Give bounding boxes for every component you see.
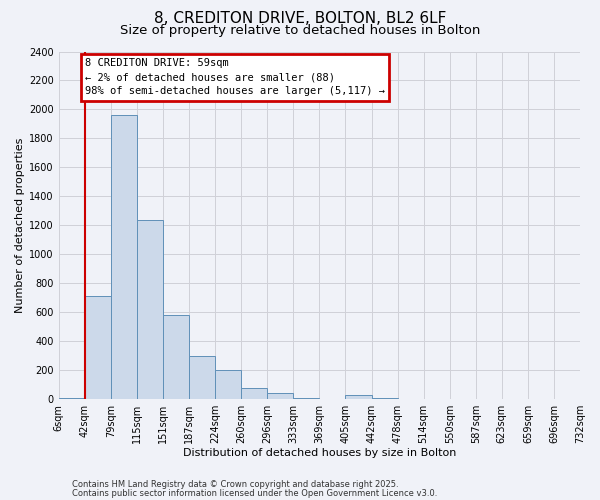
Bar (371, 398, 398, 399)
Text: Contains HM Land Registry data © Crown copyright and database right 2025.: Contains HM Land Registry data © Crown c… (72, 480, 398, 489)
Text: Contains public sector information licensed under the Open Government Licence v3: Contains public sector information licen… (72, 489, 437, 498)
Bar (241, 388, 267, 399)
Bar (111, 115, 137, 399)
Bar (163, 315, 189, 399)
Bar (293, 398, 319, 399)
Bar (267, 392, 293, 399)
Text: Size of property relative to detached houses in Bolton: Size of property relative to detached ho… (120, 24, 480, 37)
Bar (346, 395, 371, 399)
Bar (85, 296, 111, 399)
Bar (59, 398, 85, 399)
Bar (215, 370, 241, 399)
X-axis label: Distribution of detached houses by size in Bolton: Distribution of detached houses by size … (183, 448, 456, 458)
Text: 8 CREDITON DRIVE: 59sqm
← 2% of detached houses are smaller (88)
98% of semi-det: 8 CREDITON DRIVE: 59sqm ← 2% of detached… (85, 58, 385, 96)
Text: 8, CREDITON DRIVE, BOLTON, BL2 6LF: 8, CREDITON DRIVE, BOLTON, BL2 6LF (154, 11, 446, 26)
Bar (189, 356, 215, 399)
Bar (137, 220, 163, 399)
Y-axis label: Number of detached properties: Number of detached properties (15, 138, 25, 313)
